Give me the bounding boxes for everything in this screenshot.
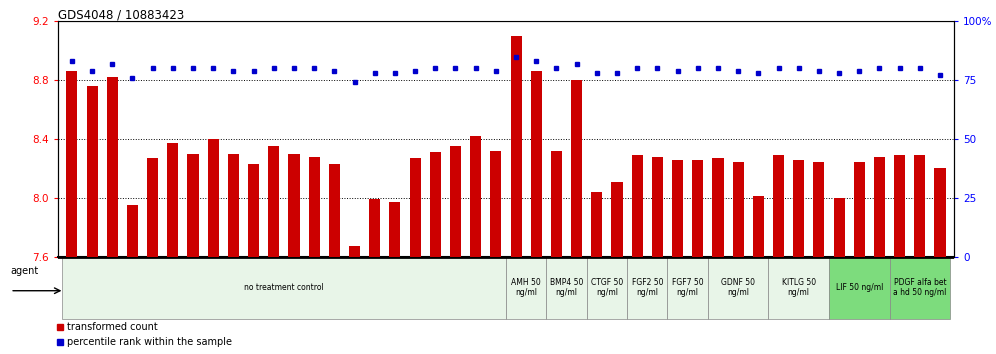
Text: LIF 50 ng/ml: LIF 50 ng/ml — [836, 283, 883, 292]
Bar — [651, 156, 663, 257]
Bar — [769, 257, 829, 319]
Text: FGF7 50
ng/ml: FGF7 50 ng/ml — [672, 278, 703, 297]
Bar — [773, 155, 784, 257]
Bar — [793, 160, 804, 257]
Bar — [708, 257, 769, 319]
Bar — [228, 154, 239, 257]
Text: KITLG 50
ng/ml: KITLG 50 ng/ml — [782, 278, 816, 297]
Bar — [834, 198, 845, 257]
Bar — [571, 80, 583, 257]
Bar — [814, 162, 825, 257]
Bar — [894, 155, 905, 257]
Bar — [429, 152, 441, 257]
Bar — [627, 257, 667, 319]
Bar — [612, 182, 622, 257]
Bar — [389, 202, 400, 257]
Bar — [934, 169, 945, 257]
Bar — [753, 196, 764, 257]
Bar — [854, 162, 865, 257]
Text: FGF2 50
ng/ml: FGF2 50 ng/ml — [631, 278, 663, 297]
Bar — [547, 257, 587, 319]
Bar — [511, 36, 522, 257]
Bar — [289, 154, 300, 257]
Bar — [370, 199, 380, 257]
Bar — [208, 139, 219, 257]
Bar — [268, 146, 279, 257]
Bar — [409, 158, 420, 257]
Bar — [506, 257, 547, 319]
Bar — [631, 155, 642, 257]
Bar — [667, 257, 708, 319]
Bar — [62, 257, 506, 319]
Text: no treatment control: no treatment control — [244, 283, 324, 292]
Text: AMH 50
ng/ml: AMH 50 ng/ml — [511, 278, 541, 297]
Bar — [873, 156, 885, 257]
Bar — [592, 192, 603, 257]
Bar — [733, 162, 744, 257]
Bar — [672, 160, 683, 257]
Bar — [531, 71, 542, 257]
Text: transformed count: transformed count — [67, 321, 157, 332]
Bar — [551, 151, 562, 257]
Text: agent: agent — [10, 266, 39, 276]
Bar — [914, 155, 925, 257]
Bar — [107, 77, 118, 257]
Text: GDS4048 / 10883423: GDS4048 / 10883423 — [58, 8, 184, 21]
Text: CTGF 50
ng/ml: CTGF 50 ng/ml — [591, 278, 623, 297]
Bar — [147, 158, 158, 257]
Bar — [712, 158, 723, 257]
Text: GDNF 50
ng/ml: GDNF 50 ng/ml — [721, 278, 755, 297]
Bar — [187, 154, 198, 257]
Bar — [450, 146, 461, 257]
Bar — [309, 156, 320, 257]
Bar — [587, 257, 627, 319]
Bar — [126, 205, 138, 257]
Bar — [470, 136, 481, 257]
Bar — [829, 257, 889, 319]
Bar — [349, 246, 361, 257]
Text: percentile rank within the sample: percentile rank within the sample — [67, 337, 231, 348]
Bar — [248, 164, 259, 257]
Bar — [889, 257, 950, 319]
Bar — [692, 160, 703, 257]
Text: PDGF alfa bet
a hd 50 ng/ml: PDGF alfa bet a hd 50 ng/ml — [893, 278, 946, 297]
Bar — [87, 86, 98, 257]
Text: BMP4 50
ng/ml: BMP4 50 ng/ml — [550, 278, 584, 297]
Bar — [490, 151, 501, 257]
Bar — [167, 143, 178, 257]
Bar — [329, 164, 340, 257]
Bar — [67, 71, 78, 257]
